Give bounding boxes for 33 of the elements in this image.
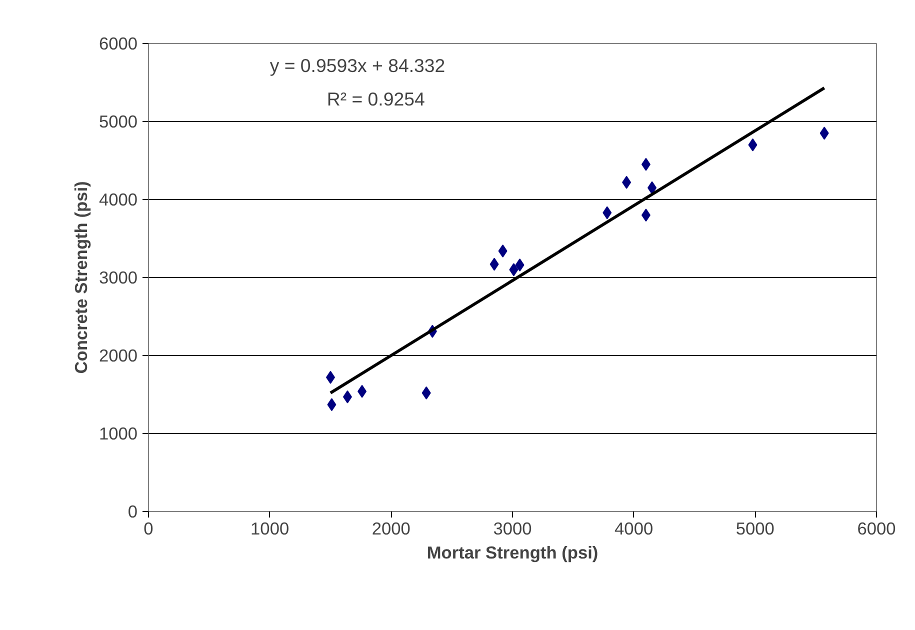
x-axis-title: Mortar Strength (psi) [426, 542, 598, 562]
point [748, 138, 758, 152]
y-tick-label: 3000 [98, 268, 138, 288]
y-tick-label: 5000 [98, 112, 138, 132]
point [515, 258, 524, 272]
y-tick-label: 0 [128, 502, 138, 522]
x-tick-label: 5000 [736, 518, 774, 538]
x-tick-label: 3000 [493, 518, 532, 538]
y-tick-label: 6000 [98, 34, 138, 54]
point [327, 398, 336, 412]
annotation: R² = 0.9254 [326, 88, 425, 110]
point [422, 386, 431, 400]
x-tick-label: 4000 [614, 518, 654, 538]
point [602, 206, 612, 220]
point [342, 390, 352, 404]
point [490, 258, 499, 271]
point [641, 158, 650, 171]
point [358, 384, 367, 398]
y-tick-label: 4000 [98, 190, 138, 210]
x-tick-label: 6000 [857, 518, 896, 538]
x-tick-label: 2000 [372, 518, 410, 538]
point [820, 126, 829, 140]
point [509, 263, 518, 276]
x-tick-label: 0 [144, 518, 154, 538]
point [648, 181, 657, 194]
y-tick-label: 2000 [98, 346, 138, 366]
point [498, 244, 508, 258]
point [622, 176, 632, 189]
point [641, 208, 650, 222]
x-tick-label: 1000 [250, 518, 290, 538]
y-tick-label: 1000 [98, 424, 138, 444]
annotation: y = 0.9593x + 84.332 [270, 55, 446, 76]
y-axis-title: Concrete Strength (psi) [70, 181, 91, 374]
